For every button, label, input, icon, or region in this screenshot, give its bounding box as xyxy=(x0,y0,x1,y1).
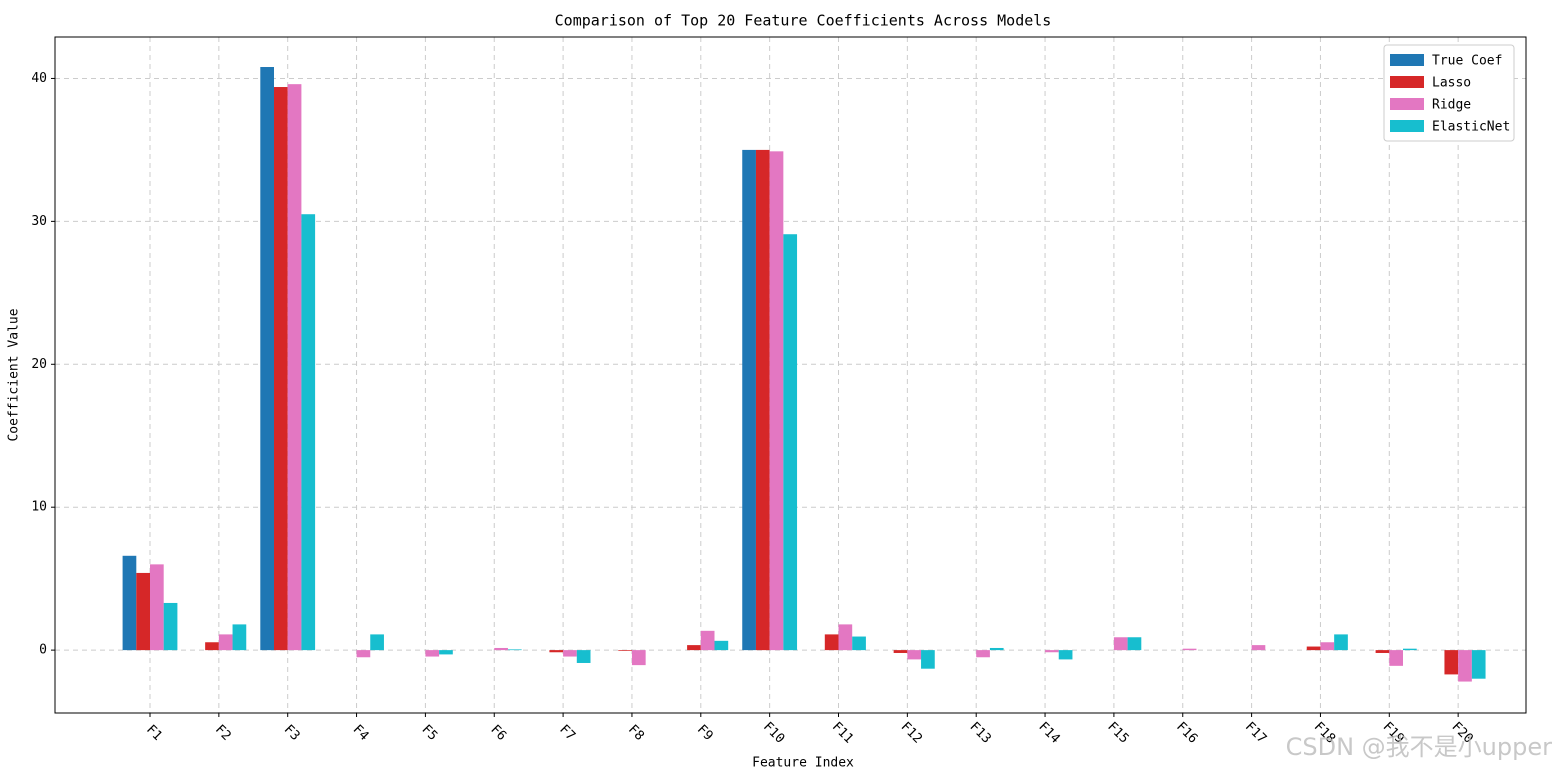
legend-label: Ridge xyxy=(1432,98,1471,113)
x-tick-label: F16 xyxy=(1173,719,1200,746)
x-tick-label: F9 xyxy=(694,722,716,744)
bar xyxy=(507,649,522,651)
legend-swatch xyxy=(1390,54,1424,66)
bar xyxy=(1444,650,1459,675)
x-tick-label: F12 xyxy=(898,719,925,746)
bar xyxy=(1113,637,1128,651)
bar xyxy=(576,650,591,663)
bar xyxy=(687,645,701,651)
legend-swatch xyxy=(1390,120,1424,132)
plot-frame xyxy=(54,36,1527,714)
bar xyxy=(122,555,137,651)
bar xyxy=(742,149,756,651)
x-tick-label: F1 xyxy=(143,722,165,744)
bar xyxy=(163,602,178,651)
bar xyxy=(838,624,853,651)
chart-title: Comparison of Top 20 Feature Coefficient… xyxy=(555,12,1052,30)
x-tick-label: F7 xyxy=(556,722,578,744)
x-tick-label: F5 xyxy=(419,722,441,744)
bar xyxy=(714,640,729,651)
bar xyxy=(700,630,715,651)
bar xyxy=(907,650,922,660)
bar xyxy=(274,87,288,651)
x-tick-label: F2 xyxy=(212,722,234,744)
x-axis-label: Feature Index xyxy=(752,756,854,771)
bar xyxy=(287,84,302,651)
bar xyxy=(370,634,384,651)
x-tick-label: F4 xyxy=(350,722,372,744)
y-tick-label: 0 xyxy=(39,643,47,658)
y-tick-label: 40 xyxy=(31,71,47,86)
y-tick-label: 10 xyxy=(31,500,47,515)
legend: True Coef Lasso Ridge ElasticNet xyxy=(1383,44,1515,142)
bar xyxy=(232,624,247,651)
bar xyxy=(755,149,770,651)
bar xyxy=(893,650,908,653)
x-tick-label: F14 xyxy=(1035,719,1062,746)
bar xyxy=(1471,650,1486,679)
x-tick-label: F8 xyxy=(625,722,647,744)
x-tick-label: F3 xyxy=(281,722,303,744)
x-tick-label: F17 xyxy=(1242,719,1269,746)
bar xyxy=(921,650,935,669)
bar xyxy=(563,650,577,657)
bar xyxy=(1306,646,1321,651)
bar xyxy=(549,650,564,653)
bar xyxy=(439,650,453,655)
watermark: CSDN @我不是小upper xyxy=(1286,733,1552,761)
bar xyxy=(1058,650,1073,660)
bar xyxy=(989,647,1004,651)
bar xyxy=(1182,648,1197,651)
x-tick-label: F15 xyxy=(1104,719,1131,746)
bar xyxy=(852,636,866,651)
bar xyxy=(1251,645,1266,651)
x-tick-label: F11 xyxy=(829,719,856,746)
bar xyxy=(136,572,150,651)
bar xyxy=(150,564,164,651)
x-tick-label: F6 xyxy=(487,722,509,744)
legend-box xyxy=(1383,44,1515,142)
bar xyxy=(1375,650,1390,653)
bar xyxy=(1389,650,1403,666)
bar xyxy=(1403,648,1417,651)
bar xyxy=(824,634,839,651)
y-tick-label: 20 xyxy=(31,357,47,372)
bar xyxy=(1458,650,1472,682)
y-tick-label: 30 xyxy=(31,214,47,229)
bar xyxy=(618,650,632,651)
x-tick-label: F13 xyxy=(967,719,994,746)
x-tick-label: F10 xyxy=(760,719,787,746)
legend-label: ElasticNet xyxy=(1432,120,1510,135)
bar xyxy=(494,647,508,651)
bar xyxy=(356,650,371,658)
bar xyxy=(976,650,990,658)
legend-label: True Coef xyxy=(1432,54,1502,69)
bar xyxy=(205,642,219,651)
bar xyxy=(631,650,646,666)
bar xyxy=(301,214,316,651)
bar xyxy=(1320,642,1335,651)
bar xyxy=(1334,634,1348,651)
y-axis-label: Coefficient Value xyxy=(7,308,22,441)
bar xyxy=(1045,650,1059,653)
bar xyxy=(218,634,233,651)
bar xyxy=(769,151,784,651)
bar xyxy=(1127,637,1142,651)
bar xyxy=(783,234,798,651)
bar xyxy=(260,67,274,651)
legend-label: Lasso xyxy=(1432,76,1471,91)
legend-swatch xyxy=(1390,76,1424,88)
bar xyxy=(425,650,440,657)
legend-swatch xyxy=(1390,98,1424,110)
